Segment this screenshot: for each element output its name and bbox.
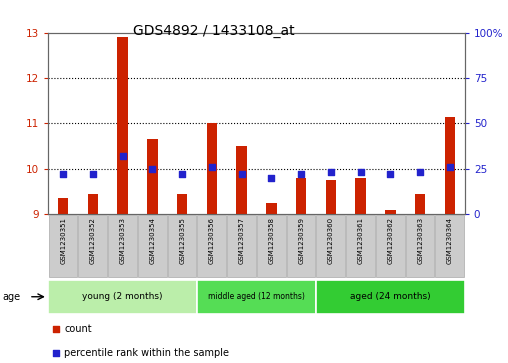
Point	[446, 164, 454, 170]
Bar	[266, 203, 277, 214]
FancyBboxPatch shape	[227, 215, 256, 277]
Point	[238, 171, 246, 177]
Point	[416, 170, 424, 175]
Bar	[326, 180, 336, 214]
Bar	[296, 178, 306, 214]
Bar	[415, 194, 425, 214]
Point	[327, 170, 335, 175]
FancyBboxPatch shape	[376, 215, 405, 277]
FancyBboxPatch shape	[108, 215, 137, 277]
FancyBboxPatch shape	[138, 215, 167, 277]
FancyBboxPatch shape	[78, 215, 107, 277]
Bar	[356, 178, 366, 214]
Bar	[58, 198, 69, 214]
Text: young (2 months): young (2 months)	[82, 292, 163, 301]
FancyBboxPatch shape	[168, 215, 197, 277]
Text: GDS4892 / 1433108_at: GDS4892 / 1433108_at	[133, 24, 294, 38]
Text: percentile rank within the sample: percentile rank within the sample	[64, 348, 229, 358]
FancyBboxPatch shape	[48, 280, 197, 314]
Text: GSM1230359: GSM1230359	[298, 217, 304, 264]
Text: middle aged (12 months): middle aged (12 months)	[208, 292, 305, 301]
Text: GSM1230363: GSM1230363	[417, 217, 423, 264]
Text: GSM1230357: GSM1230357	[239, 217, 245, 264]
Bar	[117, 37, 128, 214]
Text: GSM1230361: GSM1230361	[358, 217, 364, 264]
Bar	[147, 139, 157, 214]
FancyBboxPatch shape	[316, 280, 465, 314]
Text: GSM1230360: GSM1230360	[328, 217, 334, 264]
Text: GSM1230352: GSM1230352	[90, 217, 96, 264]
Point	[52, 326, 60, 332]
Text: GSM1230351: GSM1230351	[60, 217, 66, 264]
Bar	[177, 194, 187, 214]
FancyBboxPatch shape	[287, 215, 315, 277]
Text: age: age	[3, 292, 21, 302]
Bar	[236, 146, 247, 214]
Text: GSM1230354: GSM1230354	[149, 217, 155, 264]
Text: GSM1230353: GSM1230353	[120, 217, 125, 264]
Bar	[385, 210, 396, 214]
FancyBboxPatch shape	[435, 215, 464, 277]
Text: GSM1230364: GSM1230364	[447, 217, 453, 264]
Point	[89, 171, 97, 177]
FancyBboxPatch shape	[257, 215, 285, 277]
Point	[52, 350, 60, 355]
Point	[208, 164, 216, 170]
Text: GSM1230358: GSM1230358	[268, 217, 274, 264]
Bar	[88, 194, 98, 214]
FancyBboxPatch shape	[346, 215, 375, 277]
Point	[59, 171, 67, 177]
Bar	[207, 123, 217, 214]
Text: GSM1230362: GSM1230362	[388, 217, 393, 264]
Point	[387, 171, 395, 177]
Text: count: count	[64, 324, 92, 334]
Bar	[444, 117, 455, 214]
FancyBboxPatch shape	[197, 280, 316, 314]
Point	[118, 153, 126, 159]
FancyBboxPatch shape	[405, 215, 434, 277]
Point	[357, 170, 365, 175]
Point	[148, 166, 156, 172]
Text: GSM1230355: GSM1230355	[179, 217, 185, 264]
Point	[267, 175, 275, 181]
FancyBboxPatch shape	[316, 215, 345, 277]
Point	[178, 171, 186, 177]
FancyBboxPatch shape	[49, 215, 77, 277]
Point	[297, 171, 305, 177]
Text: aged (24 months): aged (24 months)	[350, 292, 431, 301]
FancyBboxPatch shape	[197, 215, 226, 277]
Text: GSM1230356: GSM1230356	[209, 217, 215, 264]
